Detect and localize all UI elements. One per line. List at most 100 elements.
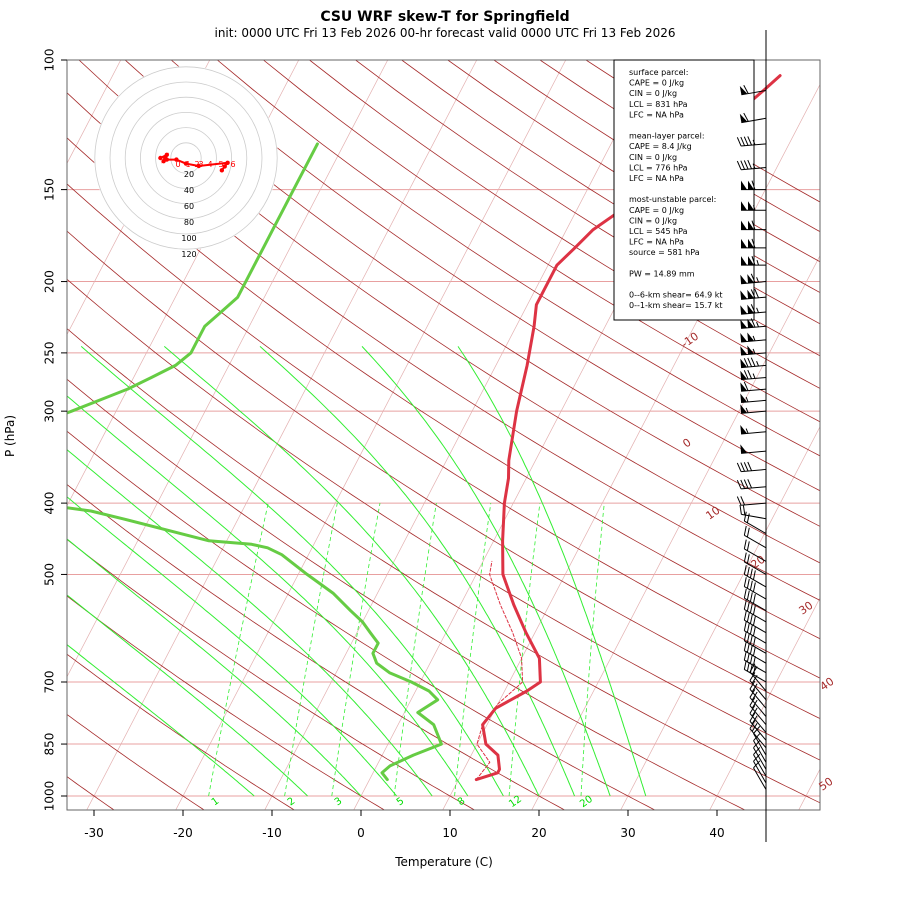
wind-barb-half-feather: [756, 307, 759, 313]
wind-barb-feather: [747, 136, 753, 146]
y-tick-label: 250: [43, 341, 57, 364]
mixing-ratio-line: [208, 503, 269, 797]
wind-barb-feather: [746, 661, 750, 672]
hodograph-ring-label: 120: [181, 250, 196, 259]
wind-barb-flag: [740, 393, 748, 403]
wind-barb-feather: [749, 614, 753, 624]
wind-barb-feather: [736, 479, 742, 490]
wind-barb-feather: [747, 461, 753, 471]
mixing-ratio-line: [508, 503, 541, 797]
wind-barb-feather: [751, 256, 756, 266]
x-axis-label: Temperature (C): [394, 855, 493, 869]
hodograph-km-label: 3: [198, 160, 203, 169]
wind-barb-feather: [752, 570, 756, 580]
hodograph-km-label: 2: [194, 160, 199, 169]
wind-barb-feather: [753, 726, 761, 734]
moist-adiabat-line: [67, 496, 397, 797]
wind-barb-feather: [746, 554, 750, 564]
wind-barb-flag: [740, 274, 748, 284]
wind-barb: [744, 520, 767, 535]
wind-barb-feather: [736, 137, 742, 147]
wind-barb-feather: [743, 85, 749, 94]
hodograph-point: [222, 164, 227, 169]
wind-barb: [741, 143, 767, 147]
wind-barb-feather: [736, 462, 742, 472]
dry-adiabat-line: [67, 328, 820, 804]
x-tick-label: 20: [531, 826, 546, 840]
wind-barb-flag: [741, 220, 747, 230]
x-tick-label: -30: [84, 826, 104, 840]
wind-barb-half-feather: [753, 205, 756, 211]
wind-barb: [749, 680, 767, 701]
wind-barb-flag: [739, 85, 748, 95]
wind-barb-feather: [746, 623, 750, 633]
wind-barb-feather: [746, 590, 750, 601]
wind-barb-feather: [752, 636, 756, 647]
wind-barb-feather: [749, 624, 753, 635]
wind-barb-feather: [743, 565, 747, 575]
wind-barb-feather: [740, 136, 746, 146]
wind-barb-feather: [750, 357, 756, 367]
hodograph-ring: [94, 66, 278, 250]
dry-adiabat-line: [67, 137, 820, 640]
wind-barb: [753, 733, 767, 756]
wind-barb-feather: [751, 180, 756, 190]
wind-barb-feather: [736, 496, 742, 506]
wind-barb-feather: [746, 643, 750, 653]
moist-adiabat-line: [67, 594, 308, 797]
hodograph-point: [183, 161, 189, 166]
wind-barb-feather: [746, 652, 750, 663]
moist-adiabat-line: [361, 346, 611, 797]
hodograph-background: [94, 66, 278, 250]
mixing-ratio-line: [331, 503, 381, 797]
info-line: source = 581 hPa: [629, 248, 700, 257]
dry-adiabat-line: [67, 713, 205, 810]
wind-barb-half-feather: [752, 163, 756, 169]
dry-adiabat-line: [67, 538, 476, 810]
wind-barb: [744, 669, 767, 683]
wind-barb-feather: [752, 605, 756, 615]
wind-barb-feather: [746, 566, 750, 577]
wind-barb-feather: [740, 462, 746, 472]
info-line: mean-layer parcel:: [629, 132, 705, 141]
hodograph-ring-label: 60: [184, 202, 194, 211]
wind-barb: [753, 747, 767, 770]
wind-barb-flag: [740, 290, 748, 300]
wind-barb-flag: [741, 201, 747, 211]
moist-adiabat-line: [67, 644, 255, 797]
dry-adiabat-label: -10: [679, 330, 701, 351]
wind-barb-flag: [741, 256, 747, 266]
wind-barb-feather: [746, 513, 750, 523]
wind-barb-feather: [752, 616, 756, 626]
y-tick-label: 100: [43, 49, 57, 72]
dry-adiabat-line: [124, 60, 820, 527]
wind-barb: [753, 740, 767, 763]
wind-barb-feather: [749, 644, 753, 655]
isotherm-line: [67, 60, 389, 678]
y-tick-label: 200: [43, 270, 57, 293]
mixing-ratio-label: 8: [456, 796, 468, 809]
wind-barb-feather: [751, 699, 758, 709]
mixing-ratio-label: 2: [286, 796, 298, 809]
hodograph-point: [196, 163, 201, 169]
moist-adiabat-line: [67, 448, 433, 797]
x-tick-label: 40: [709, 826, 724, 840]
wind-barb-feather: [751, 715, 758, 725]
wind-barb-feather: [751, 674, 758, 684]
hodograph-km-label: 6: [230, 160, 235, 169]
wind-barb: [741, 296, 767, 300]
wind-barb: [741, 376, 767, 381]
wind-barb-feather: [743, 358, 749, 368]
isotherm-line: [798, 768, 820, 810]
wind-barb-feather: [753, 753, 761, 762]
wind-barb-feather: [751, 238, 756, 249]
dry-adiabat-line: [309, 60, 820, 389]
info-line: LFC = NA hPa: [629, 238, 684, 247]
dry-adiabat-line: [67, 92, 820, 601]
wind-barb: [749, 671, 767, 692]
dry-adiabat-label: 50: [817, 775, 836, 794]
wind-barb-feather: [749, 680, 756, 690]
wind-barb-feather: [751, 707, 758, 717]
wind-barb-feather: [746, 527, 750, 538]
wind-barb-feather: [743, 381, 749, 391]
